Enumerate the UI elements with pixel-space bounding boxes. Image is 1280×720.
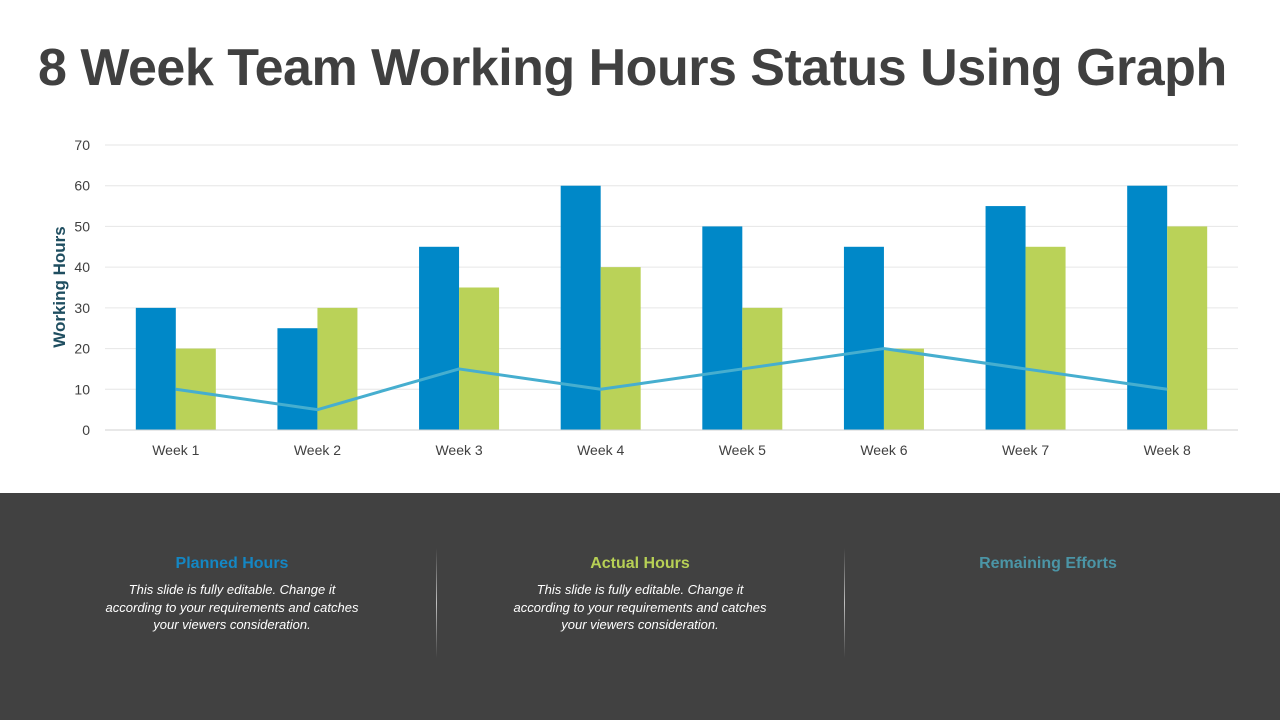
actual-hours-text: This slide is fully editable. Change it … [513,582,767,632]
x-tick-label: Week 1 [152,442,199,458]
planned-hours-text: This slide is fully editable. Change it … [105,582,359,632]
y-tick-label: 40 [74,259,90,275]
x-tick-label: Week 5 [719,442,766,458]
bar [1025,246,1066,430]
bar [277,328,318,430]
divider [436,548,437,658]
bar [1167,226,1208,430]
remaining-efforts-line [175,347,1168,412]
divider [844,548,845,658]
bar [419,246,460,430]
x-tick-label: Week 7 [1002,442,1049,458]
bar [135,307,176,430]
remaining-efforts-panel: Remaining Efforts [918,555,1178,581]
x-axis-ticks: Week 1 Week 2 Week 3 Week 4 Week 5 Week 6 Week… [152,442,1191,458]
y-tick-label: 60 [74,178,90,194]
x-tick-label: Week 4 [577,442,624,458]
bar [883,348,924,430]
y-tick-label: 0 [82,422,90,438]
slide-title: 8 Week Team Working Hours Status Using G… [38,39,1227,97]
bar [459,287,500,430]
y-tick-label: 50 [74,218,90,234]
bar [317,307,358,430]
y-axis-label: Working Hours [50,226,69,348]
bar [1127,185,1168,430]
y-tick-label: 30 [74,300,90,316]
actual-hours-panel: Actual Hours This slide is fully editabl… [510,555,770,634]
bar [843,246,884,430]
gridlines [105,144,1238,390]
bar [985,206,1026,430]
x-tick-label: Week 2 [294,442,341,458]
planned-hours-panel: Planned Hours This slide is fully editab… [102,555,362,634]
y-tick-label: 20 [74,341,90,357]
x-tick-label: Week 3 [435,442,482,458]
y-tick-label: 10 [74,381,90,397]
y-axis-ticks: 0 10 20 30 40 50 60 70 [74,137,90,438]
bar-series [135,185,1208,430]
bar [560,185,601,430]
legend-panel: Planned Hours This slide is fully editab… [0,493,1280,720]
actual-hours-heading: Actual Hours [590,555,690,572]
bar [600,267,641,430]
y-tick-label: 70 [74,137,90,153]
x-tick-label: Week 6 [860,442,907,458]
bar [702,226,743,430]
remaining-efforts-heading: Remaining Efforts [979,555,1117,572]
planned-hours-heading: Planned Hours [175,555,289,572]
x-tick-label: Week 8 [1144,442,1191,458]
